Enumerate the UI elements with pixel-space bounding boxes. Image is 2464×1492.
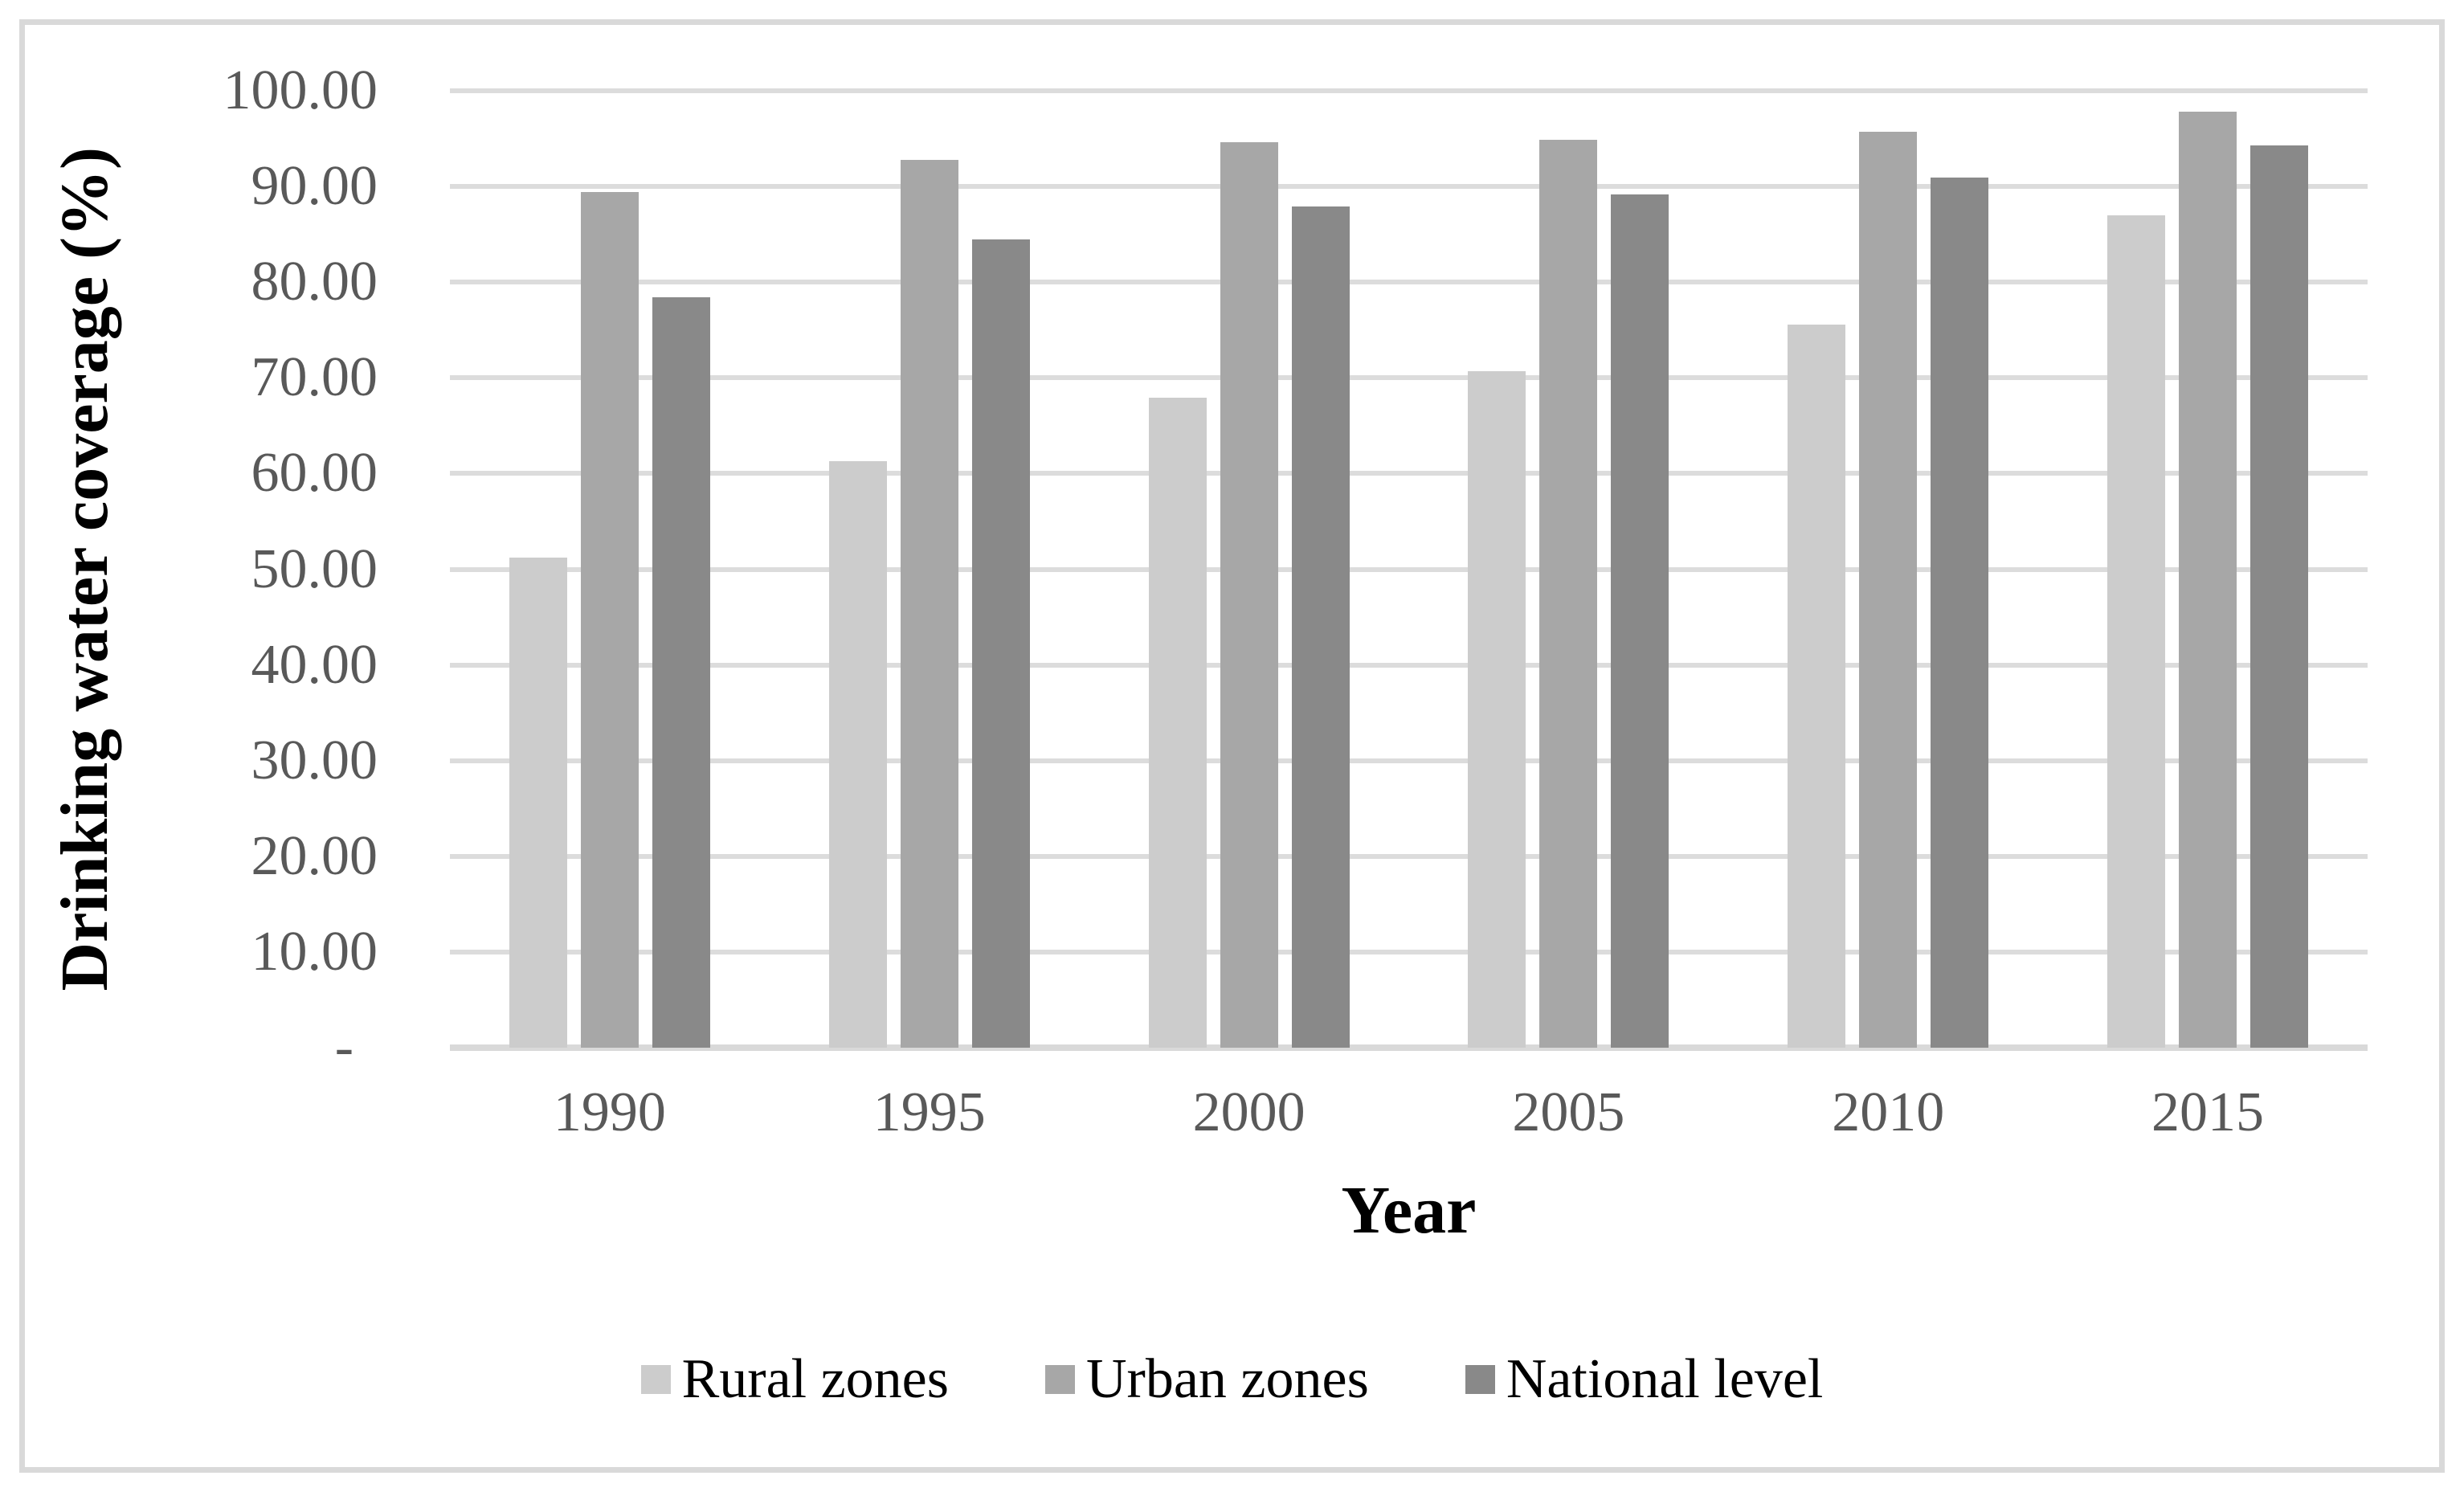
legend-label: Urban zones xyxy=(1086,1348,1369,1410)
legend-item-urban-zones: Urban zones xyxy=(1045,1351,1369,1408)
legend-swatch-icon xyxy=(1045,1365,1075,1394)
y-tick-label: 30.00 xyxy=(251,729,378,791)
bar-group-2000 xyxy=(1089,91,1409,1048)
legend-item-rural-zones: Rural zones xyxy=(640,1348,949,1410)
bar-urban-zones-1995 xyxy=(900,159,958,1048)
bar-national-level-1995 xyxy=(971,239,1030,1048)
gridline xyxy=(450,375,2368,381)
bar-national-level-2015 xyxy=(2250,145,2309,1048)
legend-label: Rural zones xyxy=(681,1348,949,1410)
bar-national-level-1990 xyxy=(652,297,710,1048)
gridline xyxy=(450,566,2368,572)
bar-national-level-2000 xyxy=(1291,206,1350,1048)
x-tick-label-1990: 1990 xyxy=(553,1081,666,1143)
legend-label: National level xyxy=(1506,1348,1824,1410)
bar-rural-zones-2000 xyxy=(1148,398,1207,1048)
legend-swatch-icon xyxy=(640,1365,671,1394)
bar-group-2015 xyxy=(2048,91,2368,1048)
bar-group-2005 xyxy=(1408,91,1728,1048)
y-tick-label: 90.00 xyxy=(251,155,378,218)
bar-national-level-2005 xyxy=(1611,194,1669,1048)
bar-rural-zones-1995 xyxy=(828,460,887,1048)
y-tick-label: 50.00 xyxy=(251,538,378,600)
y-axis-tick-labels: 100.00 90.00 80.00 70.00 60.00 50.00 40.00 30.0… xyxy=(0,63,378,1076)
gridline xyxy=(450,853,2368,859)
bar-groups xyxy=(450,91,2368,1048)
gridline xyxy=(450,88,2368,93)
bar-urban-zones-2000 xyxy=(1220,142,1278,1048)
plot-area xyxy=(450,88,2368,1051)
legend-item-national-level: National level xyxy=(1465,1348,1824,1410)
bar-group-1995 xyxy=(770,91,1089,1048)
x-axis-line xyxy=(450,1044,2368,1051)
x-tick-label-1995: 1995 xyxy=(872,1081,986,1143)
legend-swatch-icon xyxy=(1465,1365,1495,1394)
gridline xyxy=(450,949,2368,954)
x-tick-label-2015: 2015 xyxy=(2151,1081,2265,1143)
bar-urban-zones-1990 xyxy=(580,192,639,1048)
bar-rural-zones-1990 xyxy=(509,558,567,1048)
y-tick-label: - xyxy=(334,1016,353,1078)
bar-group-2010 xyxy=(1728,91,2048,1048)
y-tick-label: 10.00 xyxy=(251,920,378,983)
gridline xyxy=(450,662,2368,668)
x-tick-label-2010: 2010 xyxy=(1832,1081,1945,1143)
x-tick-label-2005: 2005 xyxy=(1512,1081,1625,1143)
bar-urban-zones-2015 xyxy=(2179,112,2237,1048)
bar-rural-zones-2010 xyxy=(1788,324,1846,1048)
bar-rural-zones-2005 xyxy=(1468,370,1526,1048)
gridline xyxy=(450,471,2368,476)
gridline xyxy=(450,184,2368,190)
bar-urban-zones-2010 xyxy=(1859,132,1918,1048)
bar-national-level-2010 xyxy=(1931,178,1989,1048)
bar-rural-zones-2015 xyxy=(2107,215,2166,1048)
y-tick-label: 40.00 xyxy=(251,633,378,696)
y-tick-label: 60.00 xyxy=(251,442,378,505)
y-tick-label: 80.00 xyxy=(251,251,378,313)
x-axis-labels: 1990 1995 2000 2005 2010 2015 xyxy=(450,1069,2368,1157)
x-axis-title: Year xyxy=(1341,1173,1477,1248)
gridline xyxy=(450,758,2368,763)
y-tick-label: 70.00 xyxy=(251,346,378,409)
x-tick-label-2000: 2000 xyxy=(1192,1081,1306,1143)
y-tick-label: 100.00 xyxy=(223,59,378,121)
gridline xyxy=(450,280,2368,285)
bar-group-1990 xyxy=(450,91,770,1048)
y-tick-label: 20.00 xyxy=(251,824,378,887)
bar-urban-zones-2005 xyxy=(1539,139,1598,1048)
legend: Rural zones Urban zones National level xyxy=(0,1351,2464,1408)
